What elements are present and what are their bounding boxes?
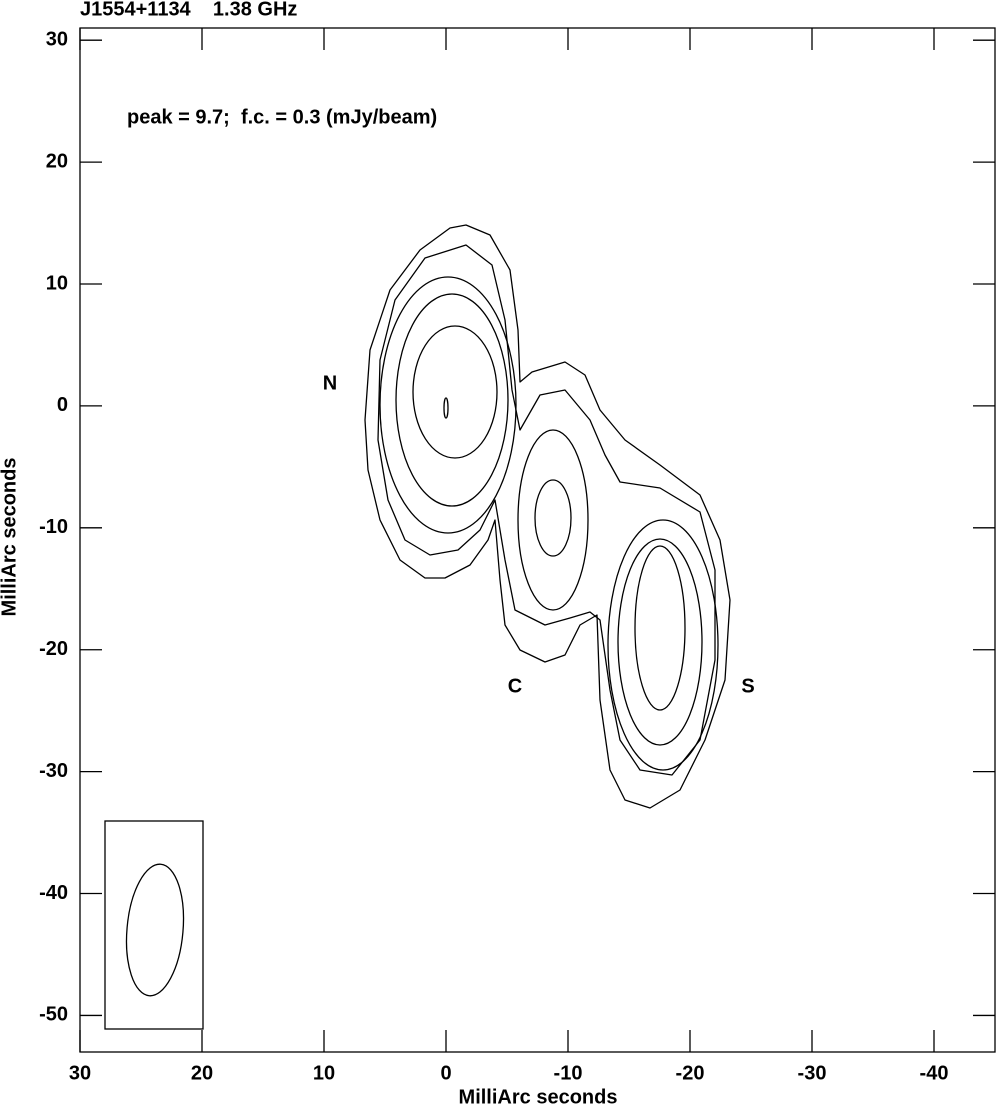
component-label: N [323, 372, 337, 394]
contour [377, 244, 716, 776]
contour [617, 538, 703, 746]
y-tick-label: 0 [57, 394, 68, 416]
y-tick-label: 20 [46, 150, 68, 172]
x-tick-label: 10 [313, 1062, 335, 1084]
x-tick-label: -40 [920, 1062, 949, 1084]
contour [607, 519, 719, 771]
plot-frame [79, 27, 996, 1053]
contour [517, 429, 589, 611]
x-tick-label: -10 [554, 1062, 583, 1084]
x-tick-label: -20 [676, 1062, 705, 1084]
beam-ellipse [125, 863, 185, 997]
y-axis-label: MilliArc seconds [0, 458, 20, 617]
y-tick-label: -10 [39, 516, 68, 538]
contour [412, 325, 498, 459]
y-tick-label: -30 [39, 760, 68, 782]
y-tick-label: -50 [39, 1004, 68, 1026]
y-tick-label: -40 [39, 882, 68, 904]
annotation: peak = 9.7; f.c. = 0.3 (mJy/beam) [127, 106, 437, 128]
beam-box [104, 820, 204, 1030]
contour [534, 479, 572, 557]
contour [634, 545, 686, 711]
chart-title: J1554+1134 1.38 GHz [80, 0, 297, 20]
component-label: S [741, 675, 754, 697]
contour [379, 276, 517, 534]
x-axis-label: MilliArc seconds [459, 1086, 618, 1107]
contour [364, 224, 731, 809]
component-label: C [508, 675, 522, 697]
contour [395, 293, 509, 507]
contours [364, 224, 731, 809]
x-tick-label: 0 [440, 1062, 451, 1084]
y-tick-label: -20 [39, 638, 68, 660]
y-tick-label: 30 [46, 28, 68, 50]
x-tick-label: 20 [191, 1062, 213, 1084]
y-tick-label: 10 [46, 272, 68, 294]
x-tick-label: 30 [69, 1062, 91, 1084]
x-tick-label: -30 [798, 1062, 827, 1084]
contour [443, 397, 449, 419]
